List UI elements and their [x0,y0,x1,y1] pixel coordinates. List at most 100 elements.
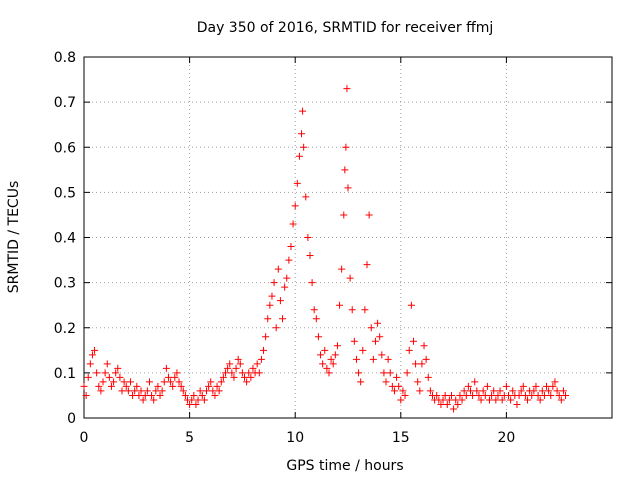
data-point [84,373,92,381]
data-point [139,396,147,404]
data-point [145,378,153,386]
data-point [158,387,166,395]
data-point [281,283,289,291]
y-tick-label: 0 [67,411,76,427]
data-point [382,378,390,386]
data-point [80,382,88,390]
data-point [388,382,396,390]
data-point [295,152,303,160]
data-point [401,391,409,399]
data-point [479,387,487,395]
data-point [194,396,202,404]
data-point [164,373,172,381]
data-point [409,337,417,345]
data-point [488,391,496,399]
data-point [405,346,413,354]
data-point [496,387,504,395]
data-point [105,373,113,381]
data-point [509,387,517,395]
data-point [547,391,555,399]
data-point [384,355,392,363]
data-point [291,202,299,210]
data-point [378,351,386,359]
data-point [367,324,375,332]
data-point [374,319,382,327]
data-point [209,387,217,395]
data-point [253,360,261,368]
data-point [333,342,341,350]
data-point [279,315,287,323]
data-point [152,387,160,395]
data-point [439,396,447,404]
data-point [112,369,120,377]
data-point [502,382,510,390]
data-point [150,396,158,404]
data-point [148,391,156,399]
data-point [308,279,316,287]
data-point [515,391,523,399]
data-point [543,382,551,390]
data-point [319,360,327,368]
data-point [517,387,525,395]
data-point [86,360,94,368]
data-point [414,378,422,386]
data-point [110,378,118,386]
data-point [131,387,139,395]
data-point [466,387,474,395]
data-point [181,391,189,399]
data-point [304,234,312,241]
data-point [289,220,297,228]
data-point [490,387,498,395]
data-point [126,378,134,386]
data-point [327,355,335,363]
x-tick-label: 0 [80,430,89,446]
data-point [426,387,434,395]
data-point [342,143,350,151]
data-points [80,85,570,413]
data-point [338,265,346,273]
data-point [249,364,257,372]
data-point [266,301,274,309]
data-point [137,387,145,395]
data-point [160,378,168,386]
data-point [536,396,544,404]
data-point [555,391,563,399]
data-point [340,211,348,219]
data-point [407,301,415,309]
grid [84,57,612,418]
data-point [272,324,280,332]
x-tick-label: 15 [392,430,410,446]
data-point [343,85,351,93]
data-point [443,400,451,408]
data-point [534,391,542,399]
data-point [202,387,210,395]
data-point [103,360,111,368]
data-point [120,378,128,386]
data-point [359,346,367,354]
data-point [97,387,105,395]
data-point [464,382,472,390]
data-point [186,400,194,408]
data-point [350,337,358,345]
axis-ticks: 0 0.1 0.2 0.3 0.4 0.5 0.6 0.7 0.8 0 5 10 15 20 [54,50,612,446]
data-point [245,369,253,377]
data-point [179,387,187,395]
data-point [538,387,546,395]
data-point [177,382,185,390]
data-point [530,387,538,395]
x-tick-label: 10 [286,430,304,446]
data-point [399,387,407,395]
data-point [477,396,485,404]
data-point [486,396,494,404]
data-point [395,382,403,390]
data-point [243,378,251,386]
data-point [498,396,506,404]
data-point [268,292,276,300]
data-point [341,166,349,174]
data-point [344,184,352,192]
x-tick-label: 20 [497,430,515,446]
data-point [397,396,405,404]
data-point [433,391,441,399]
data-point [247,373,255,381]
data-point [355,369,363,377]
